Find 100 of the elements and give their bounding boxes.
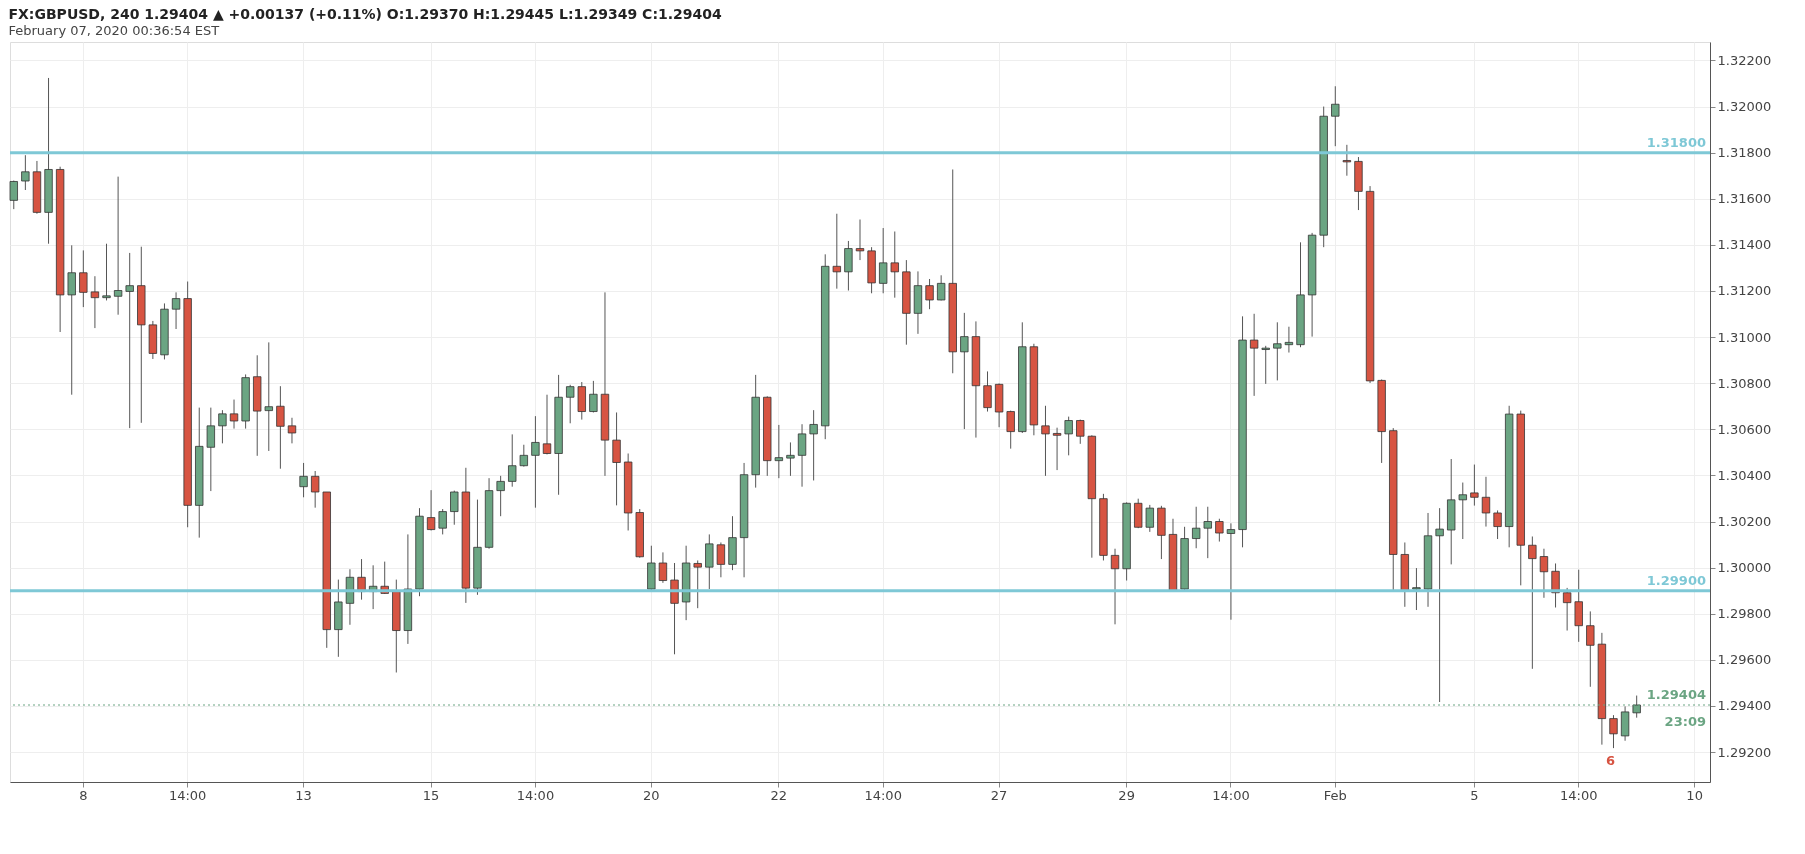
candlestick (890, 231, 899, 299)
y-tick-label: 1.32200 (1717, 52, 1772, 68)
chart-title: FX:GBPUSD, 240 1.29404 ▲ +0.00137 (+0.11%) O:1.29370 H:1.29445 L:1.29349 C:1.29404 (8, 6, 723, 22)
x-tick-label: 10 (1686, 787, 1703, 803)
candlestick (1006, 410, 1015, 450)
annotation: 6 (1606, 753, 1616, 769)
y-tick-label: 1.32000 (1717, 99, 1772, 115)
candlestick (1064, 416, 1073, 456)
candlestick (1331, 85, 1340, 147)
candlestick (960, 312, 969, 430)
candlestick (531, 415, 540, 509)
candlestick (786, 441, 795, 477)
candlestick (670, 562, 679, 655)
x-tick-label: 20 (643, 787, 660, 803)
y-tick-label: 1.29800 (1717, 606, 1772, 622)
candlestick (542, 394, 552, 455)
candlestick (1539, 548, 1549, 599)
candlestick (1192, 506, 1201, 549)
x-tick-label: 14:00 (1559, 787, 1598, 803)
x-tick-label: 14:00 (168, 787, 207, 803)
annotation: 23:09 (1664, 714, 1706, 730)
candlestick (1562, 587, 1572, 632)
candlestick (450, 490, 459, 526)
y-tick-label: 1.30400 (1717, 467, 1772, 483)
candlestick (1110, 548, 1120, 625)
candlestick (1273, 321, 1282, 381)
y-tick-label: 1.31200 (1717, 283, 1772, 299)
candlestick (879, 227, 888, 294)
candlestick (1586, 610, 1595, 688)
y-tick-label: 1.30000 (1717, 560, 1772, 576)
y-tick-label: 1.31000 (1717, 329, 1772, 345)
x-tick-label: 29 (1118, 787, 1135, 803)
x-tick-label: 14:00 (1212, 787, 1250, 803)
candlestick (1284, 326, 1294, 354)
candlestick (229, 399, 239, 430)
candlestick (519, 444, 528, 468)
candlestick (299, 462, 308, 498)
x-tick-label: 15 (422, 787, 440, 803)
candlestick (566, 384, 575, 424)
candlestick (426, 489, 436, 531)
candlestick (1041, 405, 1050, 477)
candlestick (206, 407, 215, 492)
x-tick-label: 13 (295, 787, 312, 803)
candlestick (705, 533, 714, 590)
candlestick (1574, 569, 1583, 643)
candlestick (508, 433, 517, 488)
x-tick-label: 5 (1470, 787, 1479, 803)
x-tick-label: 14:00 (864, 787, 902, 803)
candlestick (1342, 144, 1352, 177)
candlestick (1261, 345, 1270, 385)
x-tick-label: Feb (1323, 787, 1347, 803)
candlestick (9, 180, 18, 210)
candlestick (658, 551, 668, 584)
y-tick-label: 1.30800 (1717, 375, 1772, 391)
candlestick (1470, 464, 1479, 507)
candlestick (1203, 506, 1212, 559)
ref-line-label: 1.31800 (1646, 134, 1706, 150)
x-tick-label: 14:00 (516, 787, 555, 803)
candlestick (797, 423, 807, 488)
candlestick (925, 278, 934, 310)
candlestick (496, 475, 505, 517)
candlestick (438, 508, 447, 535)
candlestick (1215, 518, 1224, 543)
y-tick-label: 1.30200 (1717, 514, 1772, 529)
candlestick (67, 244, 76, 396)
candlestick (1458, 482, 1467, 540)
y-tick-label: 1.29200 (1717, 744, 1772, 760)
candlestick (21, 154, 30, 191)
candlestick (171, 291, 181, 330)
x-tick-label: 22 (770, 787, 788, 803)
candlestick (983, 370, 992, 413)
candlestick (113, 176, 123, 316)
candlestick (218, 409, 227, 444)
candlestick (832, 213, 841, 290)
candlestick (936, 274, 946, 301)
candlestick (311, 470, 320, 509)
candlestick (1052, 427, 1062, 471)
candlestick (1412, 567, 1421, 611)
candlestick (716, 541, 726, 578)
y-tick-label: 1.31600 (1717, 191, 1772, 207)
y-tick-label: 1.29400 (1717, 698, 1772, 714)
candlestick (1609, 714, 1618, 749)
y-tick-label: 1.31800 (1717, 145, 1772, 161)
candlestick (287, 417, 297, 444)
candlestick (774, 424, 784, 479)
candlestick (693, 559, 702, 609)
candlestick (1134, 498, 1143, 529)
y-tick-label: 1.29600 (1717, 652, 1772, 668)
candlestick (79, 249, 88, 308)
x-tick-label: 8 (79, 787, 88, 803)
chart-subtitle: February 07, 2020 00:36:54 EST (8, 23, 220, 38)
candlestick (102, 243, 111, 301)
x-tick-label: 27 (990, 787, 1008, 803)
candlestick (1249, 313, 1259, 397)
ref-line-label: 1.29404 (1646, 687, 1706, 702)
candlestick (1435, 507, 1444, 703)
y-tick-label: 1.31400 (1717, 237, 1772, 253)
candlestick (589, 380, 598, 413)
candlestick (1076, 419, 1085, 445)
y-tick-label: 1.30600 (1717, 421, 1772, 437)
